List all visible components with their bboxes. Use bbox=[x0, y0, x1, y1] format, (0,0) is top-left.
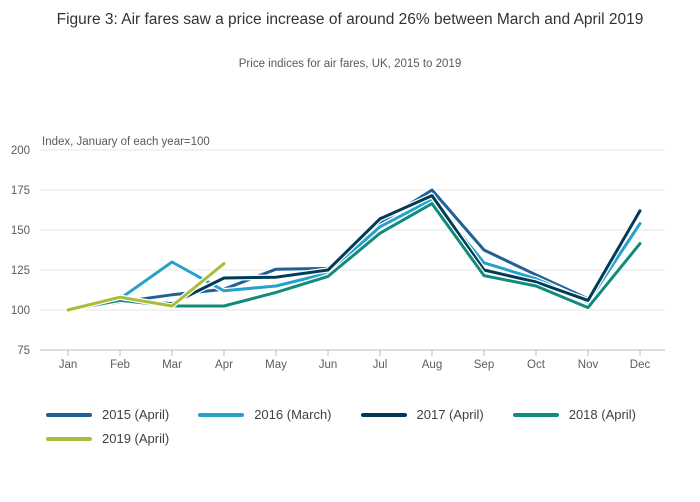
legend-label: 2017 (April) bbox=[416, 407, 484, 422]
y-axis-tick-label: 100 bbox=[11, 305, 30, 317]
y-axis-tick-label: 75 bbox=[17, 345, 30, 357]
x-axis-tick-label: Apr bbox=[215, 359, 233, 371]
x-axis-tick-label: Oct bbox=[527, 359, 546, 371]
chart-subtitle: Price indices for air fares, UK, 2015 to… bbox=[238, 58, 462, 70]
x-axis-tick-label: Mar bbox=[162, 359, 182, 371]
y-axis-tick-label: 175 bbox=[11, 185, 30, 197]
legend-label: 2016 (March) bbox=[254, 407, 332, 422]
series-line-2019-april[interactable] bbox=[66, 262, 226, 312]
y-axis-tick-label: 150 bbox=[11, 225, 30, 237]
legend-label: 2015 (April) bbox=[102, 407, 170, 422]
x-axis-tick-label: May bbox=[265, 359, 287, 371]
legend-label: 2018 (April) bbox=[568, 407, 636, 422]
legend-item-2019-april[interactable]: 2019 (April) bbox=[46, 431, 169, 446]
x-axis-tick-label: Jul bbox=[373, 359, 388, 371]
x-axis-tick-label: Dec bbox=[630, 359, 651, 371]
line-chart: 200 175 150 125 100 75 Jan Feb Mar Apr May Jun Jul Au… bbox=[11, 136, 665, 371]
legend-label: 2019 (April) bbox=[102, 431, 170, 446]
legend-line-swatch bbox=[512, 412, 559, 417]
legend-line-swatch bbox=[46, 412, 92, 417]
chart-legend: 2015 (April) 2016 (March) 2017 (April) 2018… bbox=[46, 407, 676, 455]
x-axis-tick-label: Sep bbox=[474, 359, 494, 371]
chart-title: Figure 3: Air fares saw a price increase… bbox=[56, 11, 644, 28]
x-axis-tick-label: Jun bbox=[319, 359, 338, 371]
legend-line-swatch bbox=[46, 436, 92, 441]
legend-row: 2019 (April) bbox=[46, 431, 676, 446]
legend-item-2016-march[interactable]: 2016 (March) bbox=[198, 407, 332, 422]
x-axis-tick-label: Aug bbox=[422, 359, 442, 371]
legend-item-2015-april[interactable]: 2015 (April) bbox=[46, 407, 169, 422]
legend-row: 2015 (April) 2016 (March) 2017 (April) 2018… bbox=[46, 407, 676, 422]
y-axis-title: Index, January of each year=100 bbox=[42, 136, 210, 148]
x-axis-tick-label: Feb bbox=[110, 359, 130, 371]
legend-item-2018-april[interactable]: 2018 (April) bbox=[512, 407, 636, 422]
y-axis-tick-label: 200 bbox=[11, 145, 30, 157]
legend-line-swatch bbox=[198, 412, 245, 417]
legend-item-2017-april[interactable]: 2017 (April) bbox=[360, 407, 484, 422]
x-axis-tick-label: Nov bbox=[578, 359, 599, 371]
x-axis-tick-label: Jan bbox=[59, 359, 78, 371]
legend-line-swatch bbox=[360, 412, 407, 417]
y-axis-tick-label: 125 bbox=[11, 265, 30, 277]
